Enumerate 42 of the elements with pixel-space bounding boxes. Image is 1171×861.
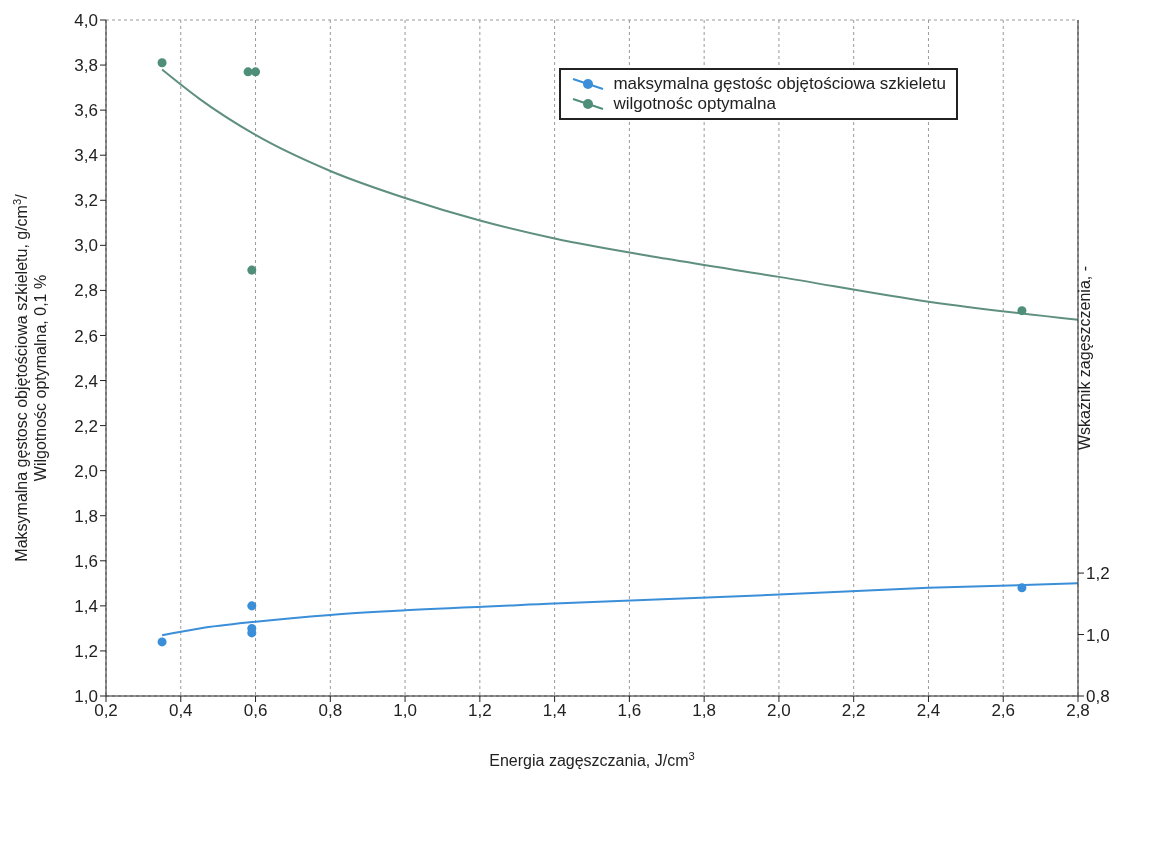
- x-tick-label: 2,2: [841, 701, 866, 721]
- y-tick-label: 1,4: [74, 596, 98, 616]
- x-tick-label: 0,8: [318, 701, 343, 721]
- y-tick-label: 2,0: [74, 461, 98, 481]
- x-tick-label: 0,6: [243, 701, 268, 721]
- y2-tick-label: 1,2: [1086, 564, 1110, 584]
- x-tick-label: 2,6: [991, 701, 1016, 721]
- x-tick-label: 1,2: [468, 701, 492, 721]
- y-tick-label: 3,6: [74, 101, 98, 121]
- y-tick-label: 3,0: [74, 236, 98, 256]
- x-tick-label: 2,4: [916, 701, 941, 721]
- point: [1017, 583, 1027, 593]
- y-tick-label: 2,2: [74, 416, 98, 436]
- x-tick-label: 0,2: [94, 701, 118, 721]
- legend-label: maksymalna gęstośc objętościowa szkieletu: [613, 74, 946, 94]
- y-tick-label: 3,4: [74, 146, 98, 166]
- point: [251, 67, 261, 77]
- y-tick-label: 2,4: [74, 371, 98, 391]
- point: [247, 265, 257, 275]
- x-tick-label: 1,0: [393, 701, 417, 721]
- legend-label: wilgotnośc optymalna: [613, 94, 776, 114]
- x-tick-label: 1,6: [617, 701, 642, 721]
- x-tick-label: 1,8: [692, 701, 716, 721]
- y-tick-label: 1,8: [74, 506, 98, 526]
- x-tick-label: 2,8: [1066, 701, 1090, 721]
- y-tick-label: 4,0: [74, 11, 98, 31]
- point: [157, 58, 167, 68]
- y-tick-label: 2,6: [74, 326, 98, 346]
- point: [1017, 306, 1027, 316]
- x-tick-label: 0,4: [168, 701, 193, 721]
- y-tick-label: 3,2: [74, 191, 98, 211]
- y-tick-label: 3,8: [74, 56, 98, 76]
- x-axis-title: Energia zagęszczania, J/cm$^{3}$: [489, 750, 695, 769]
- y2-axis-title: Wskaźnik zagęszczenia, -: [1076, 265, 1093, 451]
- y2-tick-label: 1,0: [1086, 625, 1110, 645]
- y-tick-label: 1,2: [74, 641, 98, 661]
- x-tick-label: 2,0: [767, 701, 791, 721]
- point: [247, 601, 257, 611]
- y-tick-label: 2,8: [74, 281, 98, 301]
- y-tick-label: 1,6: [74, 551, 98, 571]
- point: [157, 637, 167, 647]
- x-tick-label: 1,4: [542, 701, 567, 721]
